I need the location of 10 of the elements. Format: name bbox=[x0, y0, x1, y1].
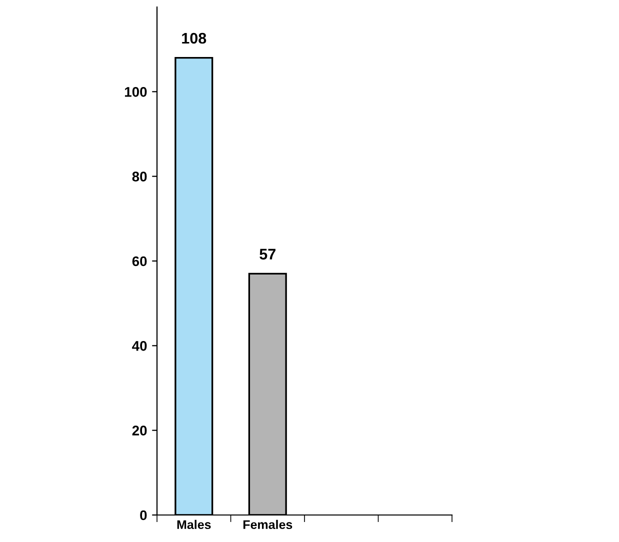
y-tick-label: 100 bbox=[124, 87, 147, 97]
y-tick-label: 0 bbox=[140, 510, 147, 520]
y-tick-label: 80 bbox=[132, 172, 147, 182]
data-label: 57 bbox=[260, 248, 276, 260]
y-tick-label: 60 bbox=[132, 256, 147, 266]
data-label: 108 bbox=[182, 32, 206, 44]
y-tick-label: 40 bbox=[132, 341, 147, 351]
x-tick-label: Males bbox=[177, 520, 211, 530]
y-tick-label: 20 bbox=[132, 426, 147, 436]
x-tick-label: Females bbox=[243, 520, 292, 530]
